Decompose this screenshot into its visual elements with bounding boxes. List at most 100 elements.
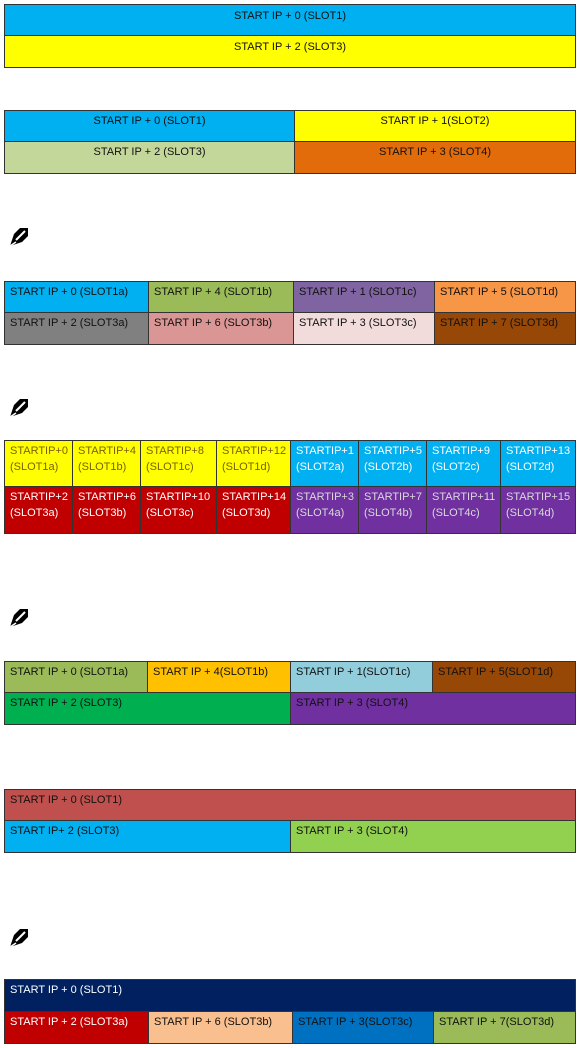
slot-cell: START IP + 6 (SLOT3b) xyxy=(149,1012,293,1043)
slot-line-2: (SLOT1a) xyxy=(10,461,59,473)
slot-line-1: STARTIP+0 xyxy=(10,445,68,457)
slot-cell: STARTIP+12 (SLOT1d) xyxy=(217,441,291,487)
slot-line-2: (SLOT4c) xyxy=(432,507,480,519)
slot-line-2: (SLOT3c) xyxy=(146,507,194,519)
layout-grid-2: START IP + 0 (SLOT1) START IP + 1(SLOT2)… xyxy=(4,110,576,174)
slot-cell: START IP + 5(SLOT1d) xyxy=(433,662,575,693)
slot-cell: START IP + 3 (SLOT3c) xyxy=(294,313,435,344)
slot-cell: START IP + 2 (SLOT3a) xyxy=(5,313,149,344)
slot-line-1: STARTIP+2 xyxy=(10,491,68,503)
layout-grid-7: START IP + 0 (SLOT1) START IP + 2 (SLOT3… xyxy=(4,979,576,1044)
slot-cell: STARTIP+11 (SLOT4c) xyxy=(427,487,501,533)
grid-row: START IP + 2 (SLOT3a) START IP + 6 (SLOT… xyxy=(5,1012,575,1043)
grid-row: START IP + 0 (SLOT1a) START IP + 4(SLOT1… xyxy=(5,662,575,693)
slot-cell: STARTIP+10 (SLOT3c) xyxy=(141,487,217,533)
slot-line-1: STARTIP+8 xyxy=(146,445,204,457)
slot-line-2: (SLOT2a) xyxy=(296,461,345,473)
slot-line-2: (SLOT2b) xyxy=(364,461,413,473)
slot-line-2: (SLOT3b) xyxy=(78,507,127,519)
slot-line-1: STARTIP+12 xyxy=(222,445,287,457)
slot-cell: STARTIP+5 (SLOT2b) xyxy=(359,441,427,487)
slot-cell: STARTIP+15 (SLOT4d) xyxy=(501,487,575,533)
slot-cell: START IP + 2 (SLOT3) xyxy=(5,693,291,724)
slot-line-2: (SLOT2c) xyxy=(432,461,480,473)
grid-row: START IP + 0 (SLOT1) xyxy=(5,980,575,1012)
slot-cell: STARTIP+6 (SLOT3b) xyxy=(73,487,141,533)
slot-cell: START IP + 0 (SLOT1a) xyxy=(5,662,148,693)
slot-line-1: STARTIP+3 xyxy=(296,491,354,503)
slot-cell: START IP + 3 (SLOT4) xyxy=(291,821,575,852)
slot-cell: STARTIP+9 (SLOT2c) xyxy=(427,441,501,487)
layout-grid-3: START IP + 0 (SLOT1a) START IP + 4 (SLOT… xyxy=(4,281,576,345)
slot-cell: START IP + 1(SLOT1c) xyxy=(291,662,433,693)
slot-cell: START IP + 7(SLOT3d) xyxy=(434,1012,575,1043)
slot-cell: STARTIP+1 (SLOT2a) xyxy=(291,441,359,487)
slot-cell: STARTIP+14 (SLOT3d) xyxy=(217,487,291,533)
slot-cell: START IP + 1 (SLOT1c) xyxy=(294,282,435,313)
grid-row: STARTIP+0 (SLOT1a) STARTIP+4 (SLOT1b) STARTI… xyxy=(5,441,575,487)
slot-cell: START IP + 3 (SLOT4) xyxy=(291,693,575,724)
slot-cell: START IP + 1(SLOT2) xyxy=(295,111,575,142)
slot-cell: STARTIP+7 (SLOT4b) xyxy=(359,487,427,533)
slot-cell: START IP + 4 (SLOT1b) xyxy=(149,282,294,313)
grid-row: START IP + 2 (SLOT3) START IP + 3 (SLOT4… xyxy=(5,142,575,173)
slot-line-1: STARTIP+14 xyxy=(222,491,287,503)
slot-line-2: (SLOT2d) xyxy=(506,461,555,473)
slot-cell: START IP+ 2 (SLOT3) xyxy=(5,821,291,852)
slot-line-2: (SLOT1c) xyxy=(146,461,194,473)
grid-row: START IP + 2 (SLOT3) START IP + 3 (SLOT4… xyxy=(5,693,575,724)
slot-line-2: (SLOT4a) xyxy=(296,507,345,519)
layout-grid-6: START IP + 0 (SLOT1) START IP+ 2 (SLOT3)… xyxy=(4,789,576,853)
slot-line-1: STARTIP+1 xyxy=(296,445,354,457)
slot-line-1: STARTIP+11 xyxy=(432,491,496,503)
grid-row: START IP + 2 (SLOT3) xyxy=(5,36,575,67)
slot-cell: START IP + 0 (SLOT1) xyxy=(5,790,575,821)
slot-line-1: STARTIP+9 xyxy=(432,445,490,457)
slot-line-1: STARTIP+13 xyxy=(506,445,571,457)
slot-cell: START IP + 2 (SLOT3) xyxy=(5,36,575,67)
note-pencil-icon xyxy=(9,399,28,418)
slot-line-2: (SLOT1d) xyxy=(222,461,271,473)
slot-line-1: STARTIP+10 xyxy=(146,491,211,503)
layout-grid-5: START IP + 0 (SLOT1a) START IP + 4(SLOT1… xyxy=(4,661,576,725)
grid-row: START IP + 0 (SLOT1) START IP + 1(SLOT2) xyxy=(5,111,575,142)
slot-cell: START IP + 0 (SLOT1a) xyxy=(5,282,149,313)
slot-line-2: (SLOT3d) xyxy=(222,507,271,519)
slot-cell: START IP + 0 (SLOT1) xyxy=(5,980,575,1012)
note-pencil-icon xyxy=(9,929,28,948)
slot-cell: START IP + 3(SLOT3c) xyxy=(293,1012,434,1043)
slot-cell: START IP + 0 (SLOT1) xyxy=(5,5,575,36)
slot-line-2: (SLOT4b) xyxy=(364,507,413,519)
layout-grid-4: STARTIP+0 (SLOT1a) STARTIP+4 (SLOT1b) STARTI… xyxy=(4,440,576,534)
slot-cell: START IP + 2 (SLOT3a) xyxy=(5,1012,149,1043)
slot-cell: START IP + 4(SLOT1b) xyxy=(148,662,291,693)
slot-cell: START IP + 7 (SLOT3d) xyxy=(435,313,575,344)
slot-line-2: (SLOT1b) xyxy=(78,461,127,473)
slot-cell: STARTIP+3 (SLOT4a) xyxy=(291,487,359,533)
slot-line-1: STARTIP+7 xyxy=(364,491,422,503)
slot-cell: STARTIP+4 (SLOT1b) xyxy=(73,441,141,487)
grid-row: START IP + 0 (SLOT1) xyxy=(5,5,575,36)
grid-row: START IP + 2 (SLOT3a) START IP + 6 (SLOT… xyxy=(5,313,575,344)
note-pencil-icon xyxy=(9,609,28,628)
slot-line-1: STARTIP+6 xyxy=(78,491,136,503)
slot-line-1: STARTIP+5 xyxy=(364,445,422,457)
slot-cell: STARTIP+0 (SLOT1a) xyxy=(5,441,73,487)
slot-cell: STARTIP+2 (SLOT3a) xyxy=(5,487,73,533)
slot-cell: STARTIP+8 (SLOT1c) xyxy=(141,441,217,487)
slot-cell: STARTIP+13 (SLOT2d) xyxy=(501,441,575,487)
grid-row: START IP + 0 (SLOT1a) START IP + 4 (SLOT… xyxy=(5,282,575,313)
grid-row: START IP+ 2 (SLOT3) START IP + 3 (SLOT4) xyxy=(5,821,575,852)
slot-cell: START IP + 2 (SLOT3) xyxy=(5,142,295,173)
slot-line-2: (SLOT4d) xyxy=(506,507,555,519)
slot-line-1: STARTIP+4 xyxy=(78,445,136,457)
slot-cell: START IP + 3 (SLOT4) xyxy=(295,142,575,173)
layout-grid-1: START IP + 0 (SLOT1) START IP + 2 (SLOT3… xyxy=(4,4,576,68)
slot-cell: START IP + 5 (SLOT1d) xyxy=(435,282,575,313)
slot-line-1: STARTIP+15 xyxy=(506,491,571,503)
slot-cell: START IP + 6 (SLOT3b) xyxy=(149,313,294,344)
grid-row: START IP + 0 (SLOT1) xyxy=(5,790,575,821)
note-pencil-icon xyxy=(9,228,28,247)
slot-line-2: (SLOT3a) xyxy=(10,507,59,519)
slot-cell: START IP + 0 (SLOT1) xyxy=(5,111,295,142)
